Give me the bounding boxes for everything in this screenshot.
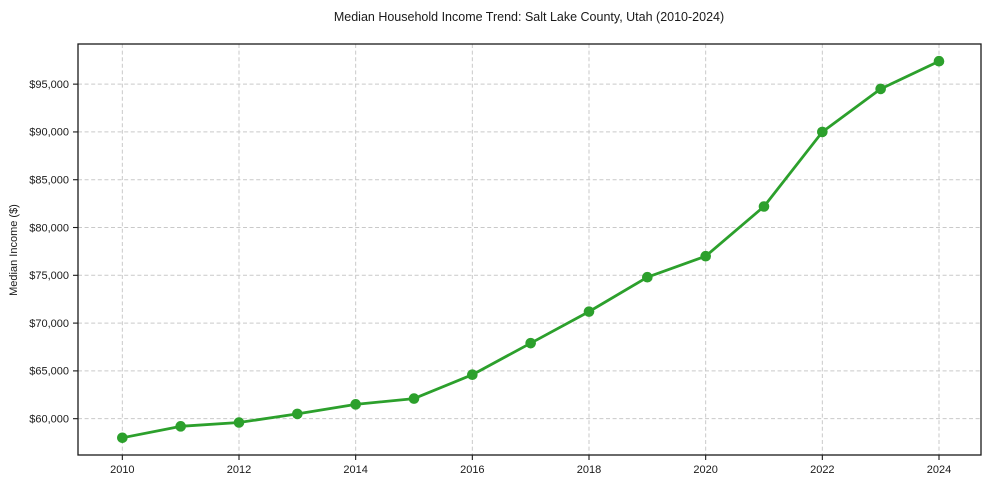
data-point	[817, 126, 828, 138]
x-tick-label: 2010	[110, 464, 134, 476]
data-point	[583, 306, 595, 317]
y-tick-label: $85,000	[29, 175, 69, 187]
y-tick-label: $70,000	[29, 318, 69, 330]
plot-frame	[77, 43, 982, 456]
x-tick-label: 2016	[460, 464, 484, 476]
income-line-series	[117, 55, 945, 444]
axis-tick-marks	[73, 83, 940, 460]
chart-title: Median Household Income Trend: Salt Lake…	[334, 10, 724, 24]
data-point	[525, 337, 536, 349]
y-tick-label: $80,000	[29, 222, 69, 234]
x-tick-label: 2020	[693, 464, 717, 476]
data-point	[292, 408, 303, 420]
y-tick-label: $95,000	[29, 79, 69, 91]
data-point	[408, 393, 420, 404]
data-point	[758, 201, 770, 212]
data-point	[700, 250, 711, 262]
x-tick-label: 2022	[810, 464, 834, 476]
y-axis-tick-labels: $60,000 $65,000 $70,000 $75,000 $80,000 $85,0…	[29, 79, 69, 426]
x-tick-label: 2014	[343, 464, 367, 476]
data-point	[875, 83, 886, 95]
x-tick-label: 2012	[227, 464, 251, 476]
y-tick-label: $90,000	[29, 127, 69, 139]
x-tick-label: 2024	[927, 464, 951, 476]
y-tick-label: $65,000	[29, 366, 69, 378]
data-point	[117, 432, 128, 444]
x-tick-label: 2018	[577, 464, 601, 476]
grid-lines	[78, 44, 981, 455]
income-trend-line	[120, 59, 941, 440]
data-point	[175, 421, 186, 432]
data-point	[933, 55, 945, 67]
y-axis-label: Median Income ($)	[8, 204, 20, 296]
data-point	[233, 417, 245, 428]
data-point	[350, 399, 361, 410]
x-axis-tick-labels: 2010 2012 2014 2016 2018 2020 2022 2024	[110, 464, 951, 476]
data-point	[467, 369, 478, 381]
y-tick-label: $75,000	[29, 270, 69, 282]
y-tick-label: $60,000	[29, 413, 69, 425]
data-point	[642, 271, 653, 283]
